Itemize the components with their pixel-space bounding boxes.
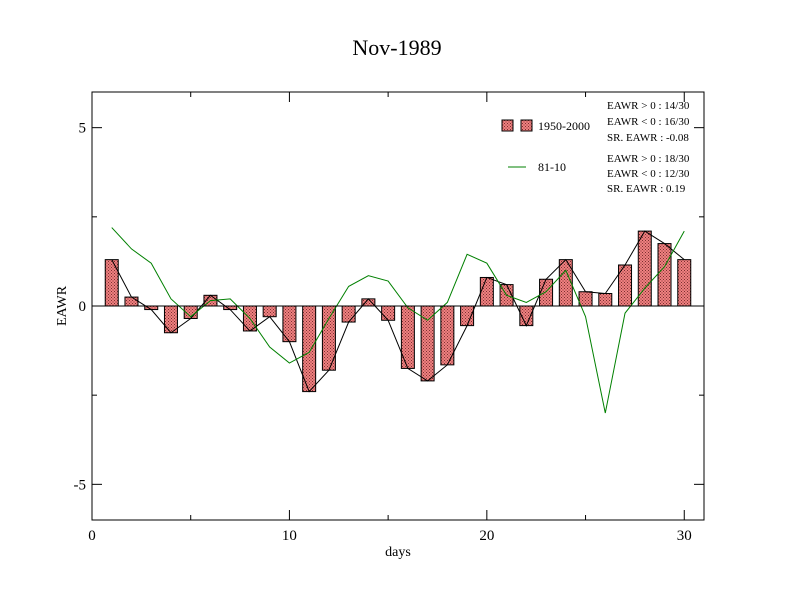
bar xyxy=(124,296,139,307)
stat-text: EAWR < 0 : 16/30 xyxy=(607,116,690,128)
bar xyxy=(479,276,494,307)
stat-text: EAWR > 0 : 18/30 xyxy=(607,153,690,165)
bar xyxy=(381,305,396,321)
bar xyxy=(657,243,672,307)
legend-bar-swatch-right xyxy=(520,119,533,132)
bar xyxy=(598,293,613,307)
stat-text: SR. EAWR : 0.19 xyxy=(607,183,686,195)
bar xyxy=(341,305,356,323)
x-axis-label: days xyxy=(385,545,411,560)
x-tick-label: 30 xyxy=(677,528,692,544)
bar xyxy=(578,291,593,307)
bar xyxy=(539,278,554,307)
bar xyxy=(104,259,119,307)
stats-annotations: EAWR > 0 : 14/30 EAWR < 0 : 16/30 SR. EA… xyxy=(607,100,690,195)
stat-text: EAWR < 0 : 12/30 xyxy=(607,168,690,180)
axes: 0 10 20 30 5 0 -5 xyxy=(74,92,704,544)
y-tick-label: -5 xyxy=(74,477,87,493)
bar xyxy=(677,259,692,307)
legend-line-label: 81-10 xyxy=(538,160,566,174)
bar xyxy=(163,305,178,334)
bar-series-1950-2000 xyxy=(104,230,692,393)
stat-text: EAWR > 0 : 14/30 xyxy=(607,100,690,112)
bar xyxy=(400,305,415,369)
x-tick-label: 20 xyxy=(479,528,494,544)
legend: 1950-2000 81-10 xyxy=(501,119,590,174)
y-tick-label: 0 xyxy=(79,299,87,315)
x-tick-label: 10 xyxy=(282,528,297,544)
bar-series-line xyxy=(111,230,685,393)
y-tick-label: 5 xyxy=(79,121,87,137)
stat-text: SR. EAWR : -0.08 xyxy=(607,132,689,144)
y-axis-label: EAWR xyxy=(55,285,70,326)
climatology-line-81-10 xyxy=(111,227,685,414)
bar xyxy=(262,305,277,318)
legend-bar-swatch-left xyxy=(501,119,514,132)
legend-bar-label: 1950-2000 xyxy=(538,119,590,133)
bar xyxy=(637,230,652,307)
bar xyxy=(321,305,336,371)
line-series xyxy=(111,227,685,414)
chart-title: Nov-1989 xyxy=(352,35,441,60)
x-tick-label: 0 xyxy=(88,528,96,544)
